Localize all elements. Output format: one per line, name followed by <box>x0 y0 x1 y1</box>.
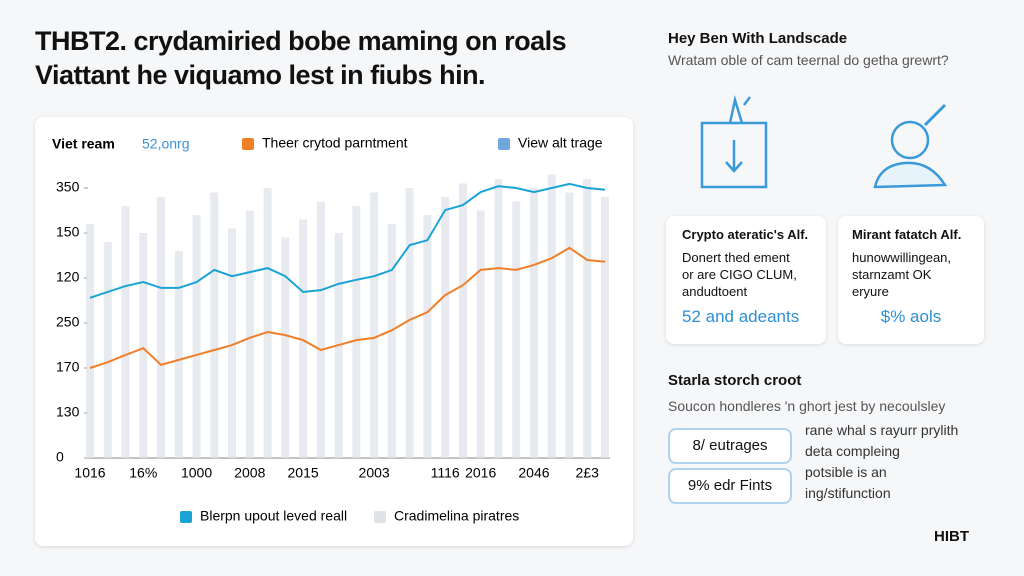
card-line: or are CIGO CLUM, <box>682 267 797 282</box>
x-tick-label: 1016 <box>74 465 105 481</box>
card-line: eryure <box>852 284 889 299</box>
y-tick-label: 350 <box>56 179 80 195</box>
x-tick-label: 16% <box>129 465 157 481</box>
x-tick-label: 1116 <box>431 465 460 481</box>
y-tick-label: 150 <box>56 224 80 240</box>
info-card: Mirant fatatch Alf. hunowwillingean, sta… <box>838 216 984 344</box>
bar <box>529 188 538 458</box>
note: deta compleing <box>805 443 900 459</box>
y-tick-label: 130 <box>56 404 80 420</box>
card-stat: 52 and adeants <box>682 307 800 326</box>
x-tick-label: 2003 <box>359 465 390 481</box>
section-text: Soucon hondleres 'n ghort jest by necoul… <box>668 398 946 414</box>
legend-swatch <box>242 138 254 150</box>
icon-box <box>700 121 768 189</box>
x-tick-label: 2015 <box>288 465 319 481</box>
badge: 8/ eutrages <box>668 428 792 464</box>
icon-hand <box>728 95 751 124</box>
icons <box>700 95 948 189</box>
bar <box>86 224 94 458</box>
chart-subtitle: 52,onrg <box>142 136 189 152</box>
icon-head <box>890 120 930 160</box>
badge: 9% edr Fints <box>668 468 792 504</box>
legend-label: Cradimelina piratres <box>394 508 519 524</box>
bar <box>512 201 521 458</box>
bar <box>192 215 201 458</box>
notes: rane whal s rayurr prylith deta complein… <box>805 420 958 504</box>
legend-label: Theer crytod parntment <box>262 135 408 151</box>
headline-2: Viattant he viquamo lest in fiubs hin. <box>35 60 486 90</box>
y-tick-label: 250 <box>56 314 80 330</box>
bar <box>316 201 325 458</box>
bar <box>547 174 556 458</box>
legend-label: Blerpn upout leved reall <box>200 508 347 524</box>
bar <box>458 183 467 458</box>
bar <box>121 206 130 458</box>
chart-title: Viet ream <box>52 136 115 152</box>
legend-swatch <box>180 511 192 523</box>
bar <box>157 197 166 458</box>
card-line: hunowwillingean, <box>852 250 952 265</box>
section-title: Starla storch croot <box>668 372 802 389</box>
x-tick-label: 2046 <box>518 465 549 481</box>
bar <box>583 179 592 458</box>
bar <box>263 188 272 458</box>
y-tick-label: 0 <box>56 449 64 465</box>
bar <box>281 237 290 458</box>
bar <box>228 228 237 458</box>
bar <box>299 219 308 458</box>
bar <box>139 233 148 458</box>
sidebar-title: Hey Ben With Landscade <box>668 30 848 47</box>
bar <box>494 179 503 458</box>
card-title: Crypto ateratic's Alf. <box>682 227 809 242</box>
card-line: starnzamt OK <box>852 267 932 282</box>
bar <box>245 210 254 458</box>
icon-tool <box>923 103 947 127</box>
sidebar-subtitle: Wratam oble of cam teernal do getha grew… <box>668 52 949 68</box>
x-tick-label: 2016 <box>465 465 496 481</box>
info-card: Crypto ateratic's Alf. Donert thed ement… <box>666 216 826 344</box>
y-tick-label: 170 <box>56 359 80 375</box>
bar <box>103 242 112 458</box>
card-line: Donert thed ement <box>682 250 790 265</box>
bar <box>423 215 432 458</box>
bar <box>476 210 485 458</box>
line <box>89 246 606 369</box>
icon-arrow <box>725 140 743 173</box>
bar <box>174 251 183 458</box>
icon-body <box>873 161 948 189</box>
legend-swatch <box>498 138 510 150</box>
bar <box>352 206 361 458</box>
note: potsible is an <box>805 464 887 480</box>
bar <box>441 197 450 458</box>
note: rane whal s rayurr prylith <box>805 422 959 438</box>
card-line: andudtoent <box>682 284 748 299</box>
headline: THBT2. crydamiried bobe maming on roals V… <box>35 24 567 92</box>
bar <box>601 197 609 458</box>
card-stat: $% aols <box>880 307 942 326</box>
card-title: Mirant fatatch Alf. <box>852 227 962 242</box>
x-tick-label: 2£3 <box>576 465 600 481</box>
bar <box>387 224 396 458</box>
legend-label: View alt trage <box>518 135 603 151</box>
x-tick-label: 2008 <box>234 465 265 481</box>
bar <box>370 192 379 458</box>
legend-swatch <box>374 511 386 523</box>
line <box>89 182 606 299</box>
bar <box>565 192 574 458</box>
bar <box>405 188 414 458</box>
x-tick-label: 1000 <box>181 465 212 481</box>
footer-logo: HIBT <box>934 528 969 545</box>
bar <box>210 192 219 458</box>
note: ing/stifunction <box>805 485 891 501</box>
y-tick-label: 120 <box>56 269 80 285</box>
headline-1: THBT2. crydamiried bobe maming on roals <box>35 26 567 56</box>
